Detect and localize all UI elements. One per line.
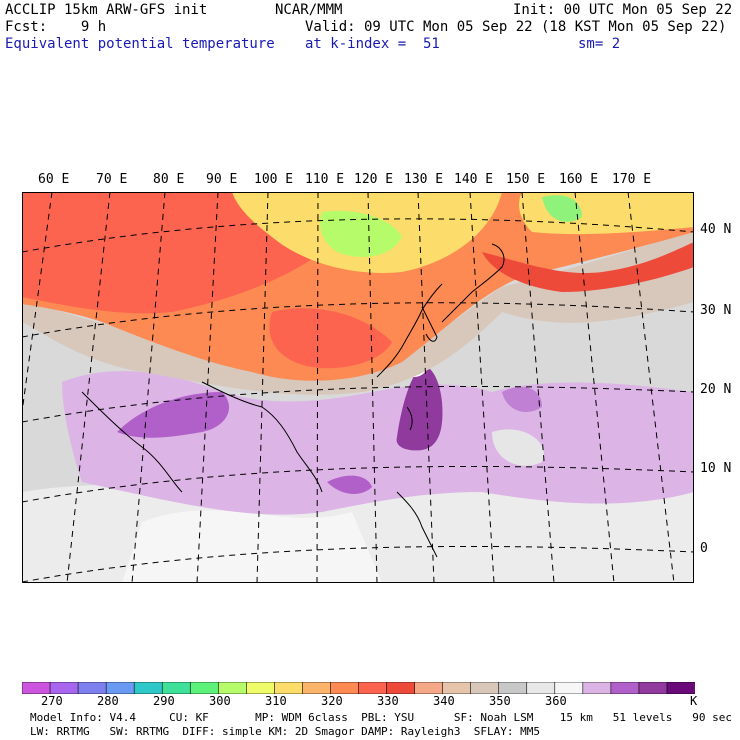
colorbar-swatch [105,682,135,694]
colorbar-swatch [133,682,164,694]
colorbar-swatch [554,682,584,694]
forecast-hour: Fcst: 9 h [5,19,107,35]
meridian-line [22,192,53,413]
colorbar-tick-label: 280 [97,694,119,708]
model-info-line1: Model Info: V4.4 CU: KF MP: WDM 6class P… [30,711,732,724]
colorbar-tick-label: 300 [209,694,231,708]
lon-label: 120 E [354,172,394,187]
colorbar-swatch [274,682,304,694]
institution-label: NCAR/MMM [275,2,343,18]
field-purple-region [502,387,542,412]
lon-label: 60 E [38,172,70,187]
model-title: ACCLIP 15km ARW-GFS init [5,2,208,18]
colorbar-swatch [49,682,79,694]
field-green-region [320,210,402,257]
coastline-korea [421,306,438,342]
colorbar-tick-label: 310 [265,694,287,708]
colorbar-swatch [22,682,51,694]
field-red-region [482,242,694,292]
graticule [22,192,694,583]
colorbar-swatch [610,682,640,694]
lon-label: 90 E [206,172,238,187]
colorbar-unit: K [690,694,698,708]
lon-label: 140 E [454,172,494,187]
lon-label: 170 E [612,172,652,187]
colorbar-tick-label: 320 [321,694,343,708]
field-lavender-region [62,371,694,515]
colorbar-swatch [442,682,472,694]
smoothing: sm= 2 [578,36,621,52]
field-red-region [22,192,322,314]
coastline-india [81,391,183,493]
colorbar-tick-label: 340 [433,694,455,708]
lon-label: 150 E [506,172,546,187]
init-time: Init: 00 UTC Mon 05 Sep 22 [513,2,733,18]
colorbar-tick-label: 290 [153,694,175,708]
colorbar-tick-label: 360 [545,694,567,708]
colorbar-tick-label: 270 [41,694,63,708]
colorbar-swatch [77,682,107,694]
field-green-region [542,195,582,222]
colorbar-swatch [217,682,248,694]
lon-label: 100 E [254,172,294,187]
colorbar-swatch [470,682,500,694]
typhoon-core-region [396,366,443,451]
lon-label: 80 E [153,172,185,187]
field-name: Equivalent potential temperature [5,36,275,52]
lat-label: 20 N [700,382,732,397]
colorbar-swatch [189,682,220,694]
map-frame [22,192,694,583]
colorbar-swatch [246,682,276,694]
coastline-taiwan [406,406,413,431]
colorbar-swatch [161,682,192,694]
colorbar-swatch [330,682,360,694]
colorbar-tick-label: 350 [489,694,511,708]
lon-label: 160 E [559,172,599,187]
lat-label: 10 N [700,461,732,476]
lat-label: 0 [700,541,708,556]
valid-time: Valid: 09 UTC Mon 05 Sep 22 (18 KST Mon … [305,19,727,35]
colorbar-swatch [666,682,695,694]
field-light-region [492,429,544,466]
field-purple-region [327,475,372,494]
colorbar-swatch [526,682,556,694]
colorbar-swatch [498,682,528,694]
colorbar-swatch [386,682,416,694]
k-index: at k-index = 51 [305,36,440,52]
colorbar-swatch [582,682,612,694]
lon-label: 70 E [96,172,128,187]
field-lightest-region [122,510,382,583]
colorbar-tick-label: 330 [377,694,399,708]
colorbar [22,682,695,694]
colorbar-swatch [302,682,332,694]
colorbar-swatch [358,682,388,694]
lat-label: 30 N [700,303,732,318]
colorbar-swatch [414,682,444,694]
lat-label: 40 N [700,222,732,237]
model-info-line2: LW: RRTMG SW: RRTMG DIFF: simple KM: 2D … [30,725,540,738]
coastline-japan [441,243,505,323]
theta-e-map [22,192,694,583]
coastline-china [376,283,443,378]
lon-label: 130 E [404,172,444,187]
field-red-region [269,308,392,369]
lon-label: 110 E [305,172,345,187]
colorbar-swatch [638,682,668,694]
